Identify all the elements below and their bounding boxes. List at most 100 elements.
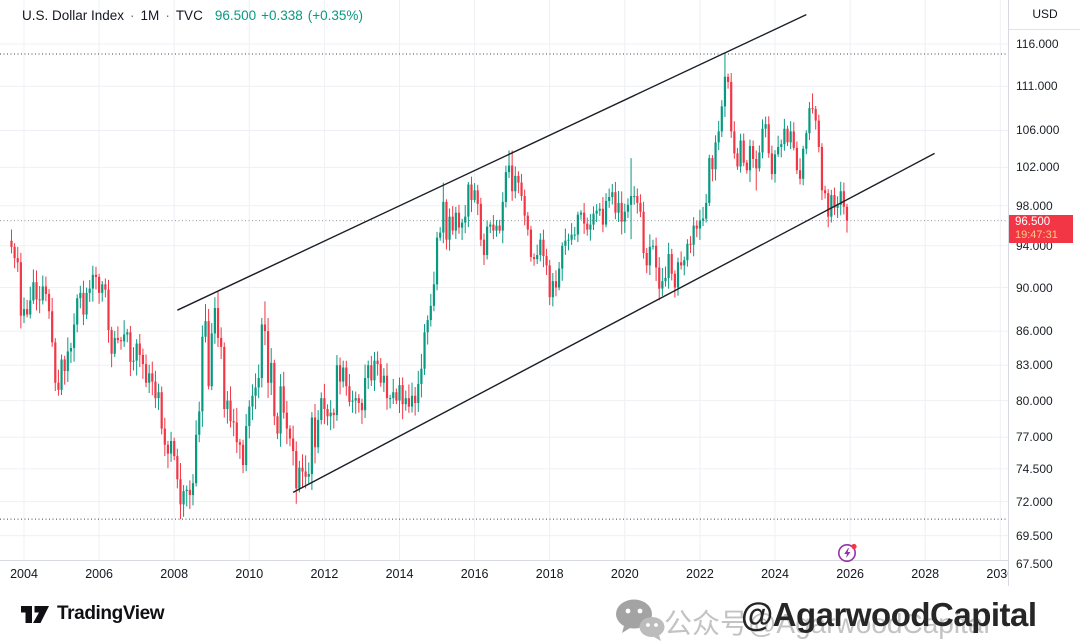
candle[interactable] [213,297,216,344]
candle[interactable] [354,391,357,414]
candle[interactable] [717,120,720,151]
candle[interactable] [307,462,310,484]
candle[interactable] [223,342,226,418]
candle[interactable] [598,203,601,216]
candle[interactable] [104,278,107,298]
candle[interactable] [714,135,717,181]
candle[interactable] [22,297,26,323]
price-axis[interactable]: USD 96.500 19:47:31 116.000 111.000 106.00… [1008,0,1080,586]
candle[interactable] [811,93,814,114]
candle[interactable] [210,323,213,391]
candle[interactable] [273,359,276,426]
candle[interactable] [758,145,761,172]
candle[interactable] [611,183,614,205]
candle[interactable] [238,438,242,459]
candle[interactable] [648,234,651,276]
candle[interactable] [786,125,789,147]
candle[interactable] [526,211,529,236]
interval-label[interactable]: 1M [140,8,160,23]
candle[interactable] [623,203,626,233]
candle[interactable] [601,197,605,233]
candle[interactable] [752,140,755,168]
candle[interactable] [639,194,642,218]
candle[interactable] [398,377,401,413]
candle[interactable] [85,287,88,320]
candle[interactable] [44,276,48,302]
candle[interactable] [551,273,554,307]
candle[interactable] [35,270,38,311]
candle[interactable] [207,308,210,390]
candle[interactable] [270,348,273,396]
candle[interactable] [313,404,317,464]
candle[interactable] [41,275,44,305]
candle[interactable] [748,139,752,183]
candle[interactable] [711,155,714,182]
candle[interactable] [126,328,129,343]
candle[interactable] [789,121,792,149]
candle[interactable] [373,351,376,391]
candle[interactable] [667,242,670,289]
candle[interactable] [476,184,479,216]
time-axis[interactable]: 2004 2006 2008 2010 2012 2014 2016 2018 2020 2022… [0,560,1014,591]
candle[interactable] [802,145,805,186]
candle[interactable] [279,374,282,447]
candle[interactable] [479,197,482,247]
candle[interactable] [176,448,179,489]
candle[interactable] [689,236,692,254]
candle[interactable] [539,233,542,262]
candle[interactable] [76,294,79,333]
candle[interactable] [780,139,783,158]
candle[interactable] [448,208,451,251]
candle[interactable] [683,256,686,276]
candle[interactable] [135,339,138,376]
candle[interactable] [520,173,523,201]
candle[interactable] [583,202,586,234]
candle[interactable] [148,364,151,393]
candle[interactable] [169,431,173,462]
candle[interactable] [692,217,695,257]
candle[interactable] [830,189,833,223]
candle[interactable] [357,394,360,413]
candle[interactable] [285,400,288,445]
lightning-button[interactable] [836,541,860,565]
candle[interactable] [836,196,839,218]
candle[interactable] [288,425,292,447]
candle[interactable] [723,54,727,118]
candle[interactable] [163,417,166,457]
candle[interactable] [82,280,85,326]
candle[interactable] [79,285,82,309]
candle[interactable] [107,279,110,343]
candle[interactable] [670,248,673,281]
candle[interactable] [19,252,22,329]
candle[interactable] [467,181,470,228]
candle[interactable] [586,217,589,236]
candle[interactable] [795,141,799,175]
candle[interactable] [432,271,436,312]
candle[interactable] [332,408,335,429]
candle[interactable] [564,228,567,255]
candle[interactable] [561,242,564,281]
candle[interactable] [323,383,326,425]
candle[interactable] [335,355,339,421]
candle[interactable] [248,400,251,439]
candle[interactable] [823,185,827,199]
candle[interactable] [460,218,464,241]
candle[interactable] [617,190,620,222]
candle[interactable] [673,270,676,298]
candle[interactable] [620,191,623,235]
candle[interactable] [326,404,329,426]
candle[interactable] [767,116,770,158]
candle[interactable] [351,390,354,413]
candle[interactable] [595,204,598,223]
candle[interactable] [698,209,702,240]
candle[interactable] [504,165,507,208]
candle[interactable] [166,440,170,469]
chart-canvas[interactable] [0,0,1008,560]
candle[interactable] [38,285,41,314]
candle[interactable] [548,259,551,306]
candle[interactable] [451,206,454,235]
candle[interactable] [151,361,154,396]
candle[interactable] [645,248,648,274]
candle[interactable] [404,390,407,411]
candle[interactable] [88,279,91,302]
